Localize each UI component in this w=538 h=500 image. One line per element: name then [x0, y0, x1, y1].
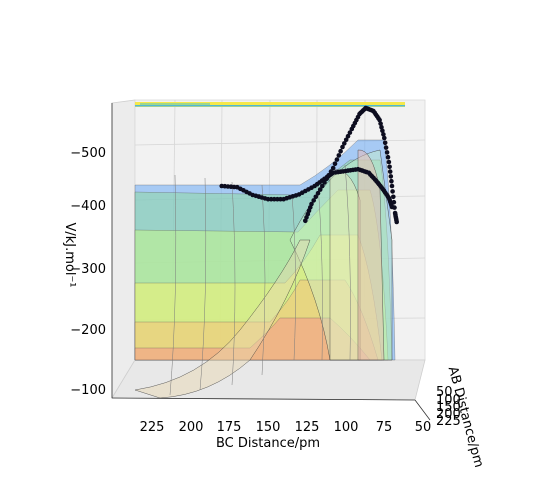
- x-tick-label: 125: [295, 420, 320, 435]
- trajectory-point: [387, 164, 392, 170]
- y-tick-label: 200: [436, 407, 461, 422]
- trajectory-point: [386, 159, 392, 165]
- z-tick-label: −300: [70, 262, 106, 277]
- trajectory-point: [309, 201, 314, 207]
- axis-lines: [111, 103, 431, 421]
- trajectory-point: [322, 180, 327, 185]
- trajectory-point: [313, 194, 319, 200]
- trajectory-point: [379, 124, 384, 130]
- surface-sheets: [134, 149, 393, 399]
- z-tick-label: −100: [70, 383, 106, 398]
- y-tick-label: 50: [436, 385, 453, 400]
- z-tick-label: −200: [70, 323, 106, 338]
- y-axis-ticks: 50 100 150 200 225: [436, 385, 461, 429]
- contour-bands: [134, 139, 396, 361]
- trajectory-point: [320, 183, 325, 189]
- trajectory-point: [391, 199, 397, 205]
- trajectory-point: [347, 130, 353, 135]
- trajectory-point: [342, 141, 347, 146]
- trajectory-point: [378, 121, 383, 126]
- x-axis-label: BC Distance/pm: [216, 436, 320, 451]
- trajectory: [219, 105, 400, 225]
- y-tick-label: 100: [436, 393, 461, 408]
- x-tick-label: 50: [415, 420, 432, 435]
- trajectory-point: [311, 198, 317, 203]
- x-tick-label: 100: [334, 420, 359, 435]
- z-tick-label: −400: [70, 199, 106, 214]
- x-axis-ticks: 225 200 175 150 125 100 75 50: [140, 420, 432, 435]
- z-axis-label: V/kJ.mol⁻¹: [62, 222, 77, 287]
- surface-sheet-2: [329, 169, 361, 361]
- trajectory-point: [389, 183, 395, 189]
- y-tick-label: 225: [436, 414, 461, 429]
- trajectory-point: [343, 137, 349, 143]
- slice-lines: [169, 164, 351, 396]
- x-tick-label: 225: [140, 420, 165, 435]
- x-tick-label: 75: [376, 420, 393, 435]
- trajectory-point: [332, 161, 338, 167]
- trajectory-point: [388, 174, 394, 179]
- trajectory-point: [394, 219, 400, 225]
- z-axis-ticks: −500 −400 −300 −200 −100: [70, 146, 106, 398]
- trajectory-point: [387, 169, 393, 174]
- trajectory-point: [390, 189, 395, 194]
- trajectory-point: [381, 132, 386, 137]
- trajectory-point: [345, 133, 351, 139]
- surface-sheet-3: [357, 149, 385, 361]
- top-contour: [135, 102, 405, 107]
- trajectory-point: [392, 205, 397, 210]
- trajectory-point: [334, 157, 340, 162]
- trajectory-point: [385, 154, 391, 160]
- surface-front-sheet: [134, 239, 311, 399]
- trajectory-point: [315, 190, 321, 196]
- trajectory-point: [328, 169, 334, 174]
- z-tick-label: −500: [70, 146, 106, 161]
- trajectory-point: [324, 176, 330, 182]
- trajectory-point: [391, 194, 396, 200]
- y-tick-label: 150: [436, 400, 461, 415]
- x-tick-label: 200: [179, 420, 204, 435]
- trajectory-point: [330, 165, 336, 171]
- x-tick-label: 175: [217, 420, 242, 435]
- trajectory-point: [384, 150, 390, 155]
- trajectory-point: [338, 148, 343, 154]
- trajectory-point: [377, 117, 382, 123]
- trajectory-point: [383, 145, 389, 150]
- trajectory-point: [382, 135, 387, 141]
- x-tick-label: 150: [256, 420, 281, 435]
- trajectory-point: [336, 153, 342, 158]
- trajectory-point: [317, 187, 323, 192]
- trajectory-point: [382, 140, 388, 146]
- trajectory-point: [326, 172, 332, 178]
- trajectory-point: [380, 128, 385, 134]
- trajectory-point: [389, 178, 394, 184]
- trajectory-point: [340, 144, 345, 150]
